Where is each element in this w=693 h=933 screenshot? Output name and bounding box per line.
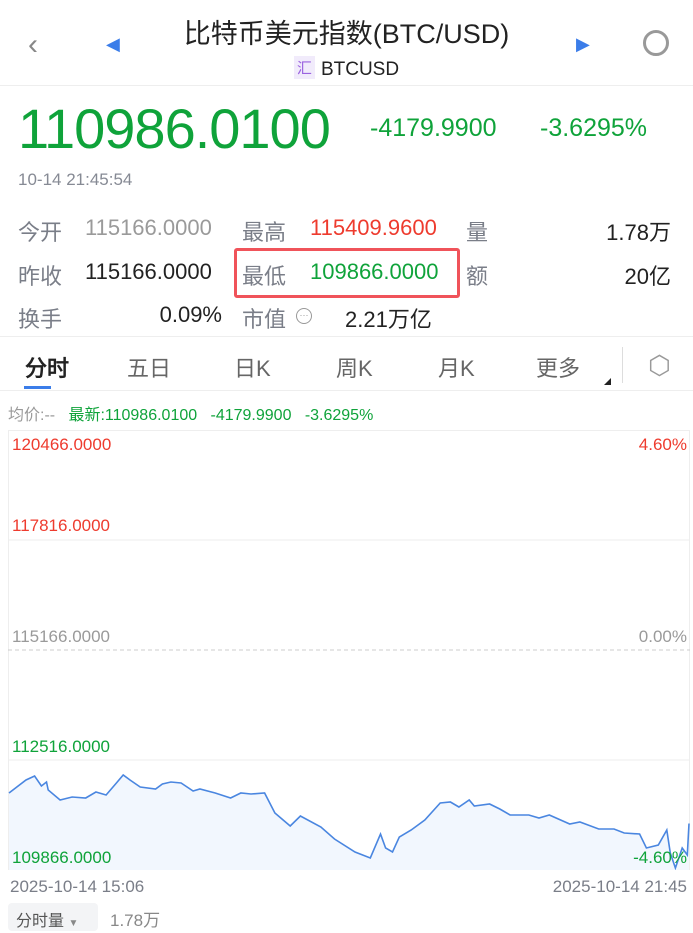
x-tick-label: 2025-10-14 21:45 bbox=[552, 877, 687, 896]
price-change-pct: -3.6295% bbox=[540, 114, 648, 142]
stat-value: 20亿 bbox=[624, 264, 671, 289]
stat-label: 最低 bbox=[242, 264, 287, 289]
stat-value: 109866.0000 bbox=[310, 259, 439, 284]
volume-selector[interactable]: 分时量 ▼ bbox=[8, 903, 98, 931]
page-title: 比特币美元指数(BTC/USD) bbox=[183, 19, 510, 49]
quote-time: 10-14 21:45:54 bbox=[18, 170, 133, 189]
y-tick-label: 112516.0000 bbox=[12, 737, 111, 756]
pct-tick-label: -4.60% bbox=[633, 848, 687, 867]
stat-label: 市值 bbox=[242, 307, 287, 332]
price-line bbox=[8, 773, 690, 870]
tab-weekly-k[interactable]: 周K bbox=[336, 356, 373, 381]
stat-value: 115166.0000 bbox=[85, 259, 212, 284]
y-tick-label: 117816.0000 bbox=[12, 516, 111, 535]
stat-label: 昨收 bbox=[18, 264, 63, 289]
stat-label: 最高 bbox=[242, 220, 287, 245]
forex-badge: 汇 bbox=[293, 56, 315, 79]
stat-label: 量 bbox=[466, 220, 489, 245]
stat-label: 今开 bbox=[18, 220, 63, 245]
divider bbox=[622, 347, 623, 383]
price-change: -4179.9900 bbox=[370, 114, 497, 142]
caret-down-icon: ▼ bbox=[68, 918, 79, 929]
chart-svg bbox=[8, 539, 690, 870]
stat-value: 115409.9600 bbox=[310, 215, 437, 240]
latest-price: 最新:110986.0100 bbox=[68, 407, 198, 424]
info-line: 均价:-- 最新:110986.0100 -4179.9900 -3.6295% bbox=[8, 401, 373, 425]
stat-label: 额 bbox=[466, 264, 489, 289]
stat-value: 2.21万亿 bbox=[345, 307, 432, 332]
highlight-box bbox=[234, 248, 460, 298]
tab-5day[interactable]: 五日 bbox=[127, 356, 172, 381]
y-tick-label: 120466.0000 bbox=[12, 435, 112, 454]
header bbox=[0, 0, 693, 86]
y-tick-label: 115166.0000 bbox=[12, 627, 111, 646]
prev-icon[interactable]: ◀ bbox=[106, 34, 120, 54]
last-price: 110986.0100 bbox=[18, 97, 331, 160]
latest-pct: -3.6295% bbox=[304, 407, 374, 424]
stat-value: 1.78万 bbox=[606, 220, 671, 245]
price-area bbox=[9, 775, 689, 870]
stat-value: 115166.0000 bbox=[85, 215, 212, 240]
tab-more[interactable]: 更多 bbox=[536, 356, 581, 381]
stat-value: 0.09% bbox=[159, 302, 222, 327]
latest-change: -4179.9900 bbox=[210, 407, 292, 424]
next-icon[interactable]: ▶ bbox=[576, 34, 590, 54]
pct-tick-label: 0.00% bbox=[638, 627, 687, 646]
symbol: 汇 BTCUSD bbox=[0, 56, 693, 81]
x-tick-label: 2025-10-14 15:06 bbox=[10, 877, 145, 896]
volume-value: 1.78万 bbox=[110, 911, 161, 930]
more-info-icon[interactable]: ··· bbox=[296, 308, 312, 324]
tab-intraday[interactable]: 分时 bbox=[25, 356, 70, 381]
search-icon[interactable] bbox=[643, 30, 669, 56]
volume-selector-label: 分时量 bbox=[16, 913, 65, 930]
tab-daily-k[interactable]: 日K bbox=[234, 356, 271, 381]
back-icon[interactable]: ‹ bbox=[28, 28, 38, 61]
stat-label: 换手 bbox=[18, 307, 63, 332]
active-tab-indicator bbox=[24, 386, 51, 389]
intraday-chart[interactable] bbox=[8, 430, 690, 870]
avg-price: 均价:-- bbox=[8, 407, 56, 424]
tab-monthly-k[interactable]: 月K bbox=[438, 356, 475, 381]
symbol-code: BTCUSD bbox=[320, 59, 400, 80]
y-tick-label: 109866.0000 bbox=[12, 848, 112, 867]
settings-icon[interactable]: ⬡ bbox=[648, 350, 671, 380]
period-tabs bbox=[0, 336, 693, 391]
pct-tick-label: 4.60% bbox=[638, 435, 687, 454]
dropdown-corner-icon bbox=[604, 378, 611, 385]
